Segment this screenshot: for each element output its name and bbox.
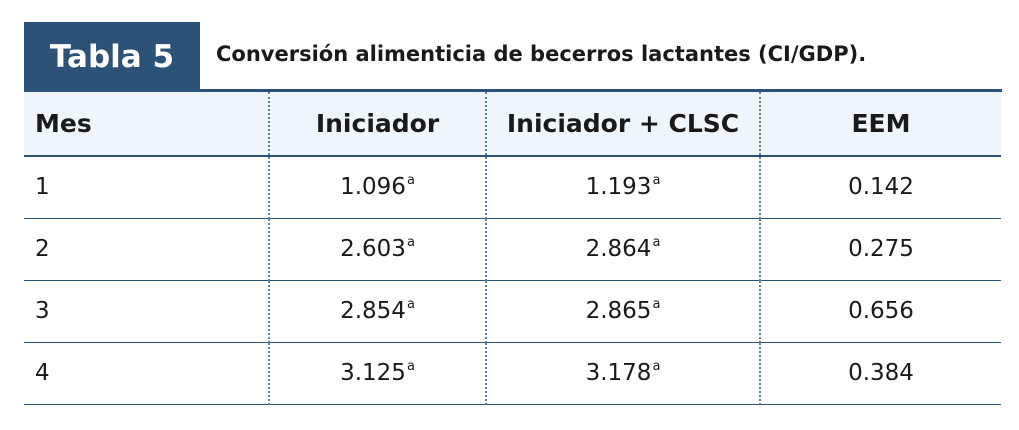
- cell-iniciador: 3.125a: [268, 342, 486, 405]
- significance-letter: a: [406, 235, 415, 250]
- table-title: Conversión alimenticia de becerros lacta…: [216, 42, 867, 66]
- significance-letter: a: [652, 297, 661, 312]
- cell-value: 1.096: [340, 174, 406, 201]
- cell-iniciador: 2.603a: [268, 218, 486, 281]
- cell-eem: 0.656: [759, 280, 1001, 343]
- cell-iniciador-clsc: 2.865a: [485, 280, 760, 343]
- cell-mes: 2: [24, 218, 269, 281]
- column-header-iniciador-clsc: Iniciador + CLSC: [485, 92, 760, 157]
- significance-letter: a: [652, 359, 661, 374]
- table-header: Tabla 5 Conversión alimenticia de becerr…: [24, 22, 1002, 92]
- cell-value: 2.854: [340, 298, 406, 324]
- cell-mes: 3: [24, 280, 269, 343]
- cell-mes: 4: [24, 342, 269, 405]
- cell-value: 1.193: [585, 174, 652, 201]
- significance-letter: a: [406, 173, 415, 189]
- table-label: Tabla 5: [24, 22, 200, 92]
- column-header-eem: EEM: [759, 92, 1001, 157]
- significance-letter: a: [652, 173, 661, 189]
- table-row: 3 2.854a 2.865a 0.656: [24, 280, 1001, 343]
- cell-value: 2.865: [585, 298, 652, 324]
- column-header-mes: Mes: [24, 92, 269, 157]
- cell-mes: 1: [24, 156, 269, 219]
- header-rule: [200, 89, 1002, 92]
- cell-eem: 0.275: [759, 218, 1001, 281]
- table-header-row: Mes Iniciador Iniciador + CLSC EEM: [24, 92, 1001, 157]
- cell-iniciador: 2.854a: [268, 280, 486, 343]
- cell-eem: 0.384: [759, 342, 1001, 405]
- data-table: Mes Iniciador Iniciador + CLSC EEM 1 1.0…: [24, 92, 1001, 405]
- cell-iniciador-clsc: 2.864a: [485, 218, 760, 281]
- cell-iniciador-clsc: 3.178a: [485, 342, 760, 405]
- cell-eem: 0.142: [759, 156, 1001, 219]
- cell-value: 3.178: [585, 360, 652, 386]
- table-row: 1 1.096a 1.193a 0.142: [24, 156, 1001, 219]
- cell-value: 3.125: [340, 360, 406, 386]
- cell-iniciador-clsc: 1.193a: [485, 156, 760, 219]
- significance-letter: a: [652, 235, 661, 250]
- table-row: 4 3.125a 3.178a 0.384: [24, 342, 1001, 405]
- significance-letter: a: [406, 297, 415, 312]
- column-header-iniciador: Iniciador: [268, 92, 486, 157]
- cell-iniciador: 1.096a: [268, 156, 486, 219]
- cell-value: 2.603: [340, 236, 406, 262]
- cell-value: 2.864: [585, 236, 652, 262]
- significance-letter: a: [406, 359, 415, 374]
- table-row: 2 2.603a 2.864a 0.275: [24, 218, 1001, 281]
